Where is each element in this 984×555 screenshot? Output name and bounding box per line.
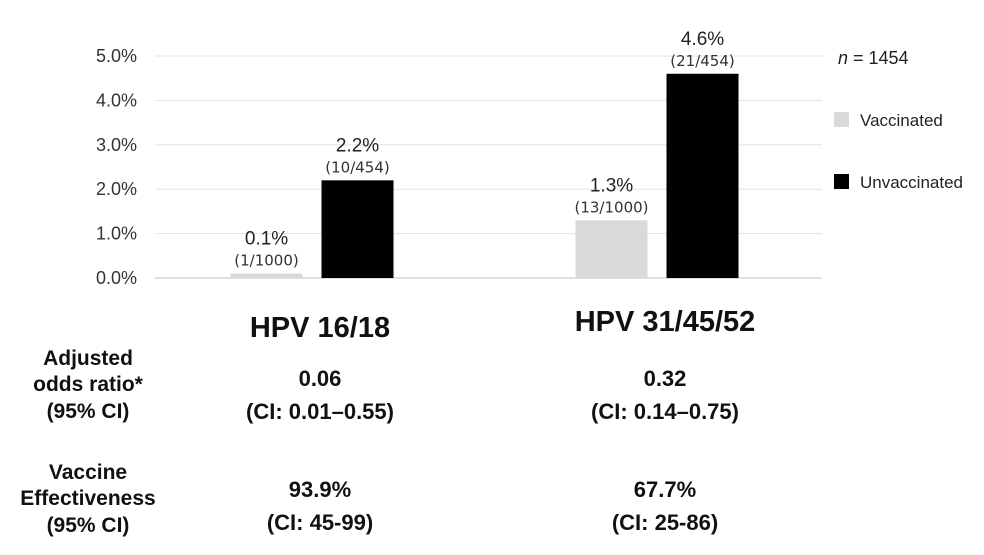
data-label-fraction: (1/1000) [234, 252, 298, 270]
legend-swatch-unvaccinated [834, 174, 849, 189]
y-tick-label: 1.0% [96, 224, 137, 244]
odds-ratio-hpv-16-18: 0.06 (CI: 0.01–0.55) [246, 366, 394, 424]
row-label-adjusted-odds-ratio: Adjusted odds ratio* (95% CI) [33, 347, 143, 423]
data-label-percent: 2.2% [336, 135, 379, 156]
bar-vaccinated-1 [230, 273, 303, 278]
y-tick-label: 3.0% [96, 135, 137, 155]
y-tick-label: 0.0% [96, 268, 137, 288]
category-label-hpv-31-45-52: HPV 31/45/52 [574, 306, 756, 338]
bar-vaccinated-2 [575, 220, 648, 278]
legend-swatch-vaccinated [834, 112, 849, 127]
bar-chart: 0.0% 1.0% 2.0% 3.0% 4.0% 5.0% 0.1% (1/1000) 2.2%… [96, 29, 963, 288]
data-label-fraction: (21/454) [670, 52, 734, 70]
legend-label-unvaccinated: Unvaccinated [860, 173, 963, 192]
data-label-fraction: (10/454) [325, 158, 389, 176]
row-label-vaccine-effectiveness: Vaccine Effectiveness (95% CI) [20, 461, 156, 537]
odds-ratio-hpv-31-45-52: 0.32 (CI: 0.14–0.75) [591, 366, 739, 424]
data-label-percent: 4.6% [681, 29, 724, 50]
y-tick-label: 5.0% [96, 46, 137, 66]
y-tick-label: 2.0% [96, 179, 137, 199]
category-label-hpv-16-18: HPV 16/18 [249, 312, 391, 344]
vaccine-effectiveness-hpv-31-45-52: 67.7% (CI: 25-86) [611, 477, 719, 535]
y-tick-label: 4.0% [96, 90, 137, 110]
vaccine-effectiveness-hpv-16-18: 93.9% (CI: 45-99) [266, 477, 374, 535]
bar-unvaccinated-1 [321, 180, 394, 278]
bar-unvaccinated-2 [666, 73, 739, 278]
data-label-percent: 0.1% [245, 229, 288, 250]
legend-label-vaccinated: Vaccinated [860, 111, 943, 130]
data-label-percent: 1.3% [590, 175, 633, 196]
data-label-fraction: (13/1000) [574, 198, 648, 216]
sample-size-label: n = 1454 [838, 48, 909, 68]
